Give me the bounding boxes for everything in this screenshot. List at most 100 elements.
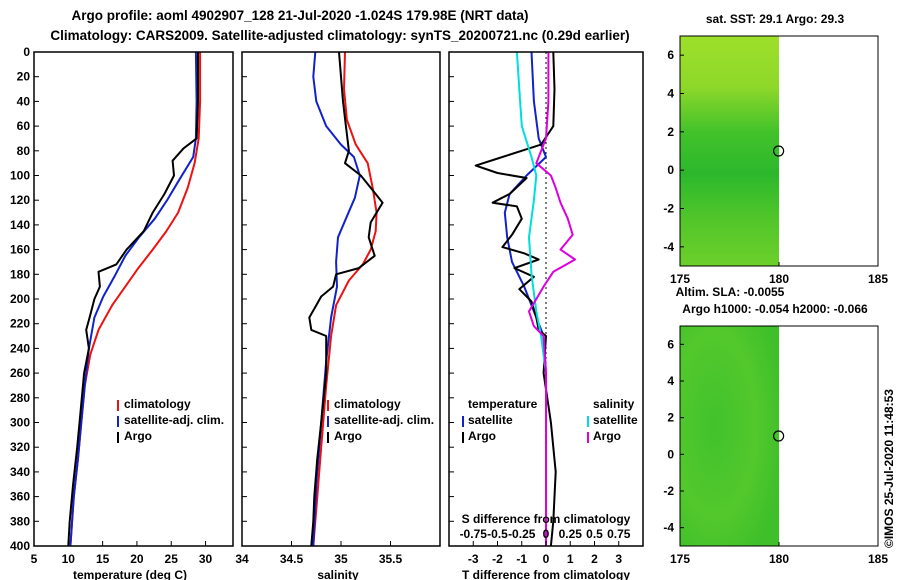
series-line-climatology	[312, 51, 378, 547]
map-x-tick-label: 175	[670, 272, 690, 286]
x-tick-label: 34	[235, 552, 249, 566]
y-tick-label: 80	[17, 144, 31, 158]
y-tick-label: 400	[10, 539, 30, 553]
legend-label-s-satellite: satellite	[593, 413, 638, 427]
map-y-tick-label: -4	[663, 240, 674, 254]
series-line-salinity-argo	[528, 52, 577, 546]
plot-frame	[241, 51, 441, 547]
map-x-tick-label: 180	[769, 552, 789, 566]
x-tick-label: 0	[543, 552, 550, 566]
difference-secondary-ticks: -0.75 -0.5 -0.25 0 0.25 0.5 0.75	[460, 527, 631, 541]
y-tick-label: 180	[10, 267, 30, 281]
sla-map-plot: 175 180 185 -4 -2 0 2 4 6	[663, 325, 888, 566]
map-data-field	[680, 326, 779, 546]
series-line-argo	[67, 52, 199, 547]
x-tick-label: -1	[516, 552, 527, 566]
y-tick-label: 40	[17, 94, 31, 108]
difference-x-label: T difference from climatology	[462, 568, 630, 580]
series-line-temperature-argo	[474, 51, 557, 547]
legend-label-satellite: satellite-adj. clim.	[334, 413, 434, 427]
y-tick-label: 20	[17, 70, 31, 84]
series-line-satellite-adj-clim-	[69, 51, 198, 547]
secondary-tick-label: -0.25	[508, 527, 536, 541]
legend-label-t-satellite: satellite	[468, 413, 513, 427]
secondary-tick-label: 0	[543, 527, 550, 541]
x-tick-label: 15	[96, 552, 110, 566]
y-tick-label: 380	[10, 514, 30, 528]
x-tick-label: 35.5	[379, 552, 403, 566]
y-tick-label: 340	[10, 465, 30, 479]
temperature-panel: 5 10 15 20 25 3002040608010012014016018020022…	[10, 45, 234, 566]
y-tick-label: 220	[10, 317, 30, 331]
map-y-tick-label: 6	[667, 48, 674, 62]
x-tick-label: 10	[62, 552, 76, 566]
x-tick-label: 25	[165, 552, 179, 566]
y-tick-label: 360	[10, 490, 30, 504]
map-x-tick-label: 180	[769, 272, 789, 286]
x-tick-label: 2	[591, 552, 598, 566]
map-frame	[679, 35, 879, 267]
y-tick-label: 240	[10, 341, 30, 355]
secondary-tick-label: 0.25	[559, 527, 583, 541]
temperature-legend: climatology satellite-adj. clim. Argo	[117, 397, 224, 443]
map-y-tick-label: 4	[667, 87, 674, 101]
legend-label-t-argo: Argo	[468, 429, 496, 443]
salinity-legend: climatology satellite-adj. clim. Argo	[327, 397, 434, 443]
title-line-2: Climatology: CARS2009. Satellite-adjuste…	[50, 28, 629, 43]
y-tick-label: 280	[10, 391, 30, 405]
y-tick-label: 200	[10, 292, 30, 306]
x-tick-label: -2	[492, 552, 503, 566]
map-y-tick-label: 0	[667, 447, 674, 461]
y-tick-label: 60	[17, 119, 31, 133]
map-y-tick-label: -2	[663, 484, 674, 498]
salinity-panel: 34 34.5 35 35.5	[235, 51, 441, 566]
title-line-1: Argo profile: aoml 4902907_128 21-Jul-20…	[72, 8, 529, 23]
sla-map-subtitle: Argo h1000: -0.054 h2000: -0.066	[682, 302, 868, 316]
map-x-tick-label: 185	[868, 552, 888, 566]
series-line-argo	[308, 51, 384, 547]
salinity-x-label: salinity	[317, 568, 359, 580]
x-tick-label: -3	[468, 552, 479, 566]
sst-map-title: sat. SST: 29.1 Argo: 29.3	[706, 12, 845, 26]
temperature-x-label: temperature (deg C)	[73, 568, 187, 580]
secondary-tick-label: -0.75	[460, 527, 488, 541]
map-y-tick-label: -4	[663, 521, 674, 535]
y-tick-label: 320	[10, 440, 30, 454]
map-x-tick-label: 175	[670, 552, 690, 566]
map-data-field	[680, 36, 779, 266]
x-tick-label: 1	[567, 552, 574, 566]
legend-heading-temperature: temperature	[468, 397, 538, 411]
series-line-temperature-satellite	[503, 51, 547, 546]
map-y-tick-label: 2	[667, 411, 674, 425]
sst-map-plot: 175 180 185 -4 -2 0 2 4 6	[663, 35, 888, 286]
difference-panel: -3 -2 -1 0 1 2 3	[448, 51, 644, 566]
map-x-tick-label: 185	[868, 272, 888, 286]
y-tick-label: 260	[10, 366, 30, 380]
y-tick-label: 300	[10, 416, 30, 430]
sla-map-title: Altim. SLA: -0.0055	[676, 285, 785, 299]
sla-map-panel: Altim. SLA: -0.0055 Argo h1000: -0.054 h…	[663, 285, 888, 566]
map-y-tick-label: 0	[667, 163, 674, 177]
y-tick-label: 140	[10, 218, 30, 232]
sst-map-panel: sat. SST: 29.1 Argo: 29.3 175 180 185 -4 -2 0…	[663, 12, 888, 286]
y-tick-label: 120	[10, 193, 30, 207]
x-tick-label: 35	[334, 552, 348, 566]
map-frame	[679, 325, 879, 547]
x-tick-label: 30	[199, 552, 213, 566]
legend-label-satellite: satellite-adj. clim.	[124, 413, 224, 427]
map-y-tick-label: 6	[667, 337, 674, 351]
map-y-tick-label: 4	[667, 374, 674, 388]
difference-secondary-x-label: S difference from climatology	[462, 512, 631, 526]
secondary-tick-label: 0.5	[586, 527, 603, 541]
secondary-tick-label: 0.75	[607, 527, 631, 541]
plot-frame	[33, 51, 234, 547]
map-y-tick-label: 2	[667, 125, 674, 139]
imos-credit: ©IMOS 25-Jul-2020 11:48:53	[882, 389, 896, 548]
x-tick-label: 34.5	[280, 552, 304, 566]
legend-label-argo: Argo	[334, 429, 362, 443]
series-line-climatology	[69, 52, 202, 547]
x-tick-label: 5	[31, 552, 38, 566]
y-tick-label: 100	[10, 169, 30, 183]
series-line-salinity-satellite	[515, 51, 547, 546]
